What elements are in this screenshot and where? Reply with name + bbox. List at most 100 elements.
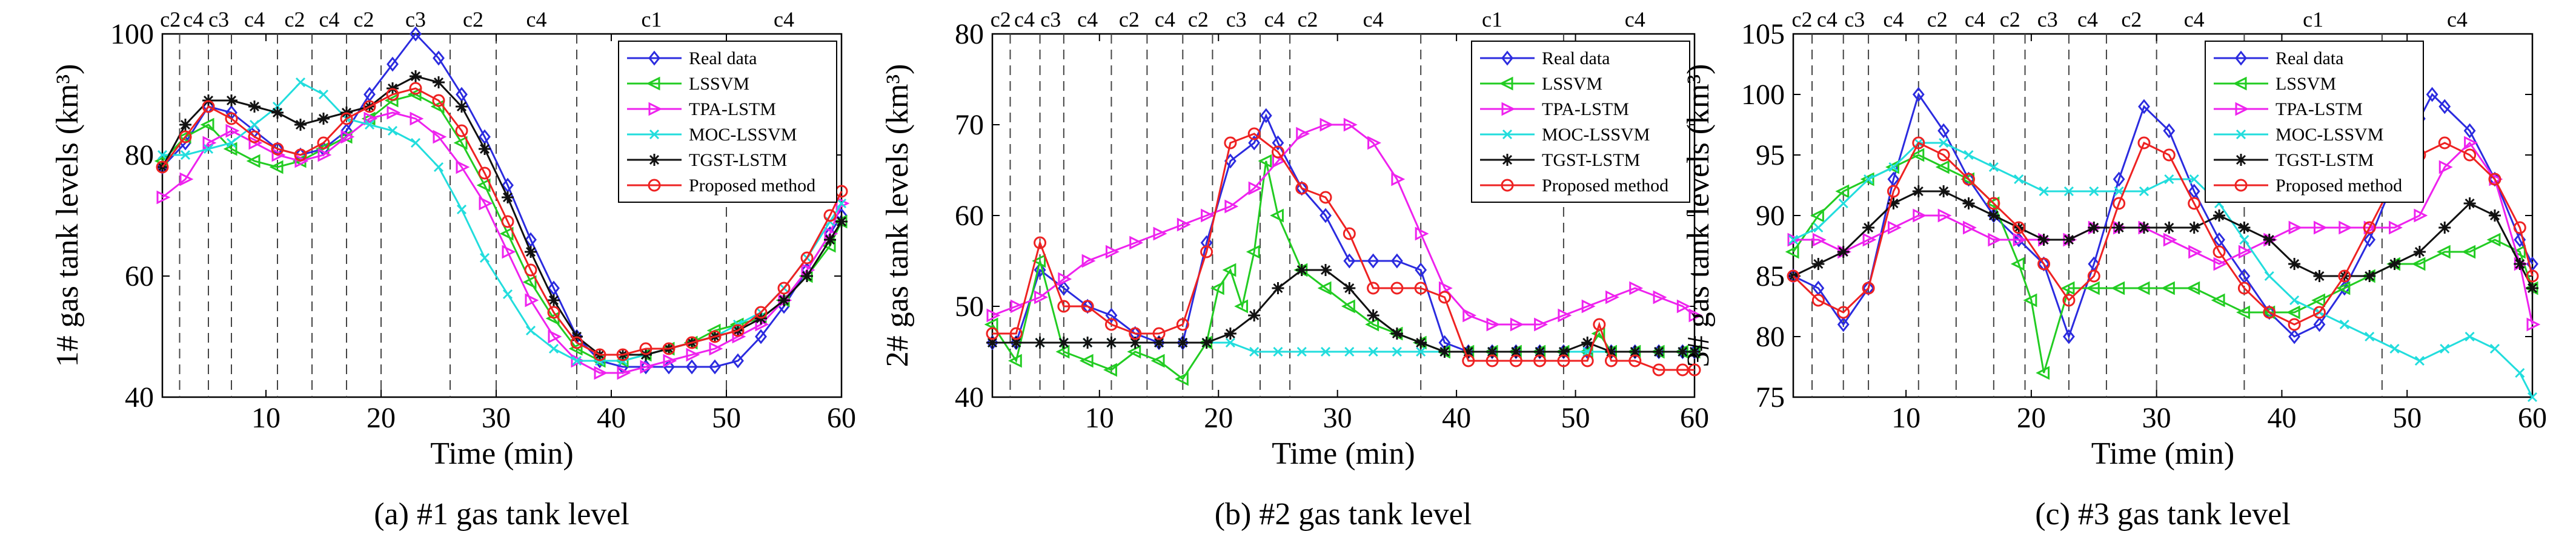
data-point-lssvm [1007,354,1022,368]
data-point-tgst-lstm [2037,234,2050,246]
data-point-tgst-lstm [2062,234,2075,246]
data-point-lssvm [2111,281,2125,295]
phase-label: c3 [1226,7,1247,31]
data-point-proposed-method [1937,148,1950,162]
phase-label: c2 [2121,7,2142,31]
chart-caption: (b) #2 gas tank level [1215,497,1472,532]
data-point-tpa-lstm [1272,154,1286,168]
data-point-lssvm [2436,245,2451,259]
y-tick-label: 80 [955,18,984,50]
data-point-tpa-lstm [2438,160,2453,174]
legend-item-lssvm: LSSVM [1480,74,1602,94]
data-point-proposed-method [1837,306,1850,319]
data-point-lssvm [453,136,468,150]
data-point-moc-lssvm [2465,331,2475,342]
data-point-lssvm [2336,281,2351,295]
data-point-lssvm [2286,305,2300,320]
x-tick-label: 60 [827,402,856,434]
data-point-real-data [433,50,445,66]
y-axis-label: 3# gas tank levels (km³) [1681,64,1716,367]
data-point-proposed-method [2526,269,2539,283]
data-point-tgst-lstm [456,100,468,113]
data-point-moc-lssvm [2039,186,2049,197]
data-point-tpa-lstm [571,354,585,368]
data-point-tpa-lstm [2213,257,2228,271]
data-point-proposed-method [1390,282,1404,295]
y-tick-label: 60 [125,260,154,292]
data-point-tgst-lstm [2238,222,2251,234]
data-point-tpa-lstm [1558,308,1572,323]
data-point-proposed-method [1176,318,1189,331]
data-point-proposed-method [1862,282,1875,295]
data-point-tpa-lstm [663,354,677,368]
legend-item-tpa-lstm: TPA-LSTM [1480,99,1629,119]
data-point-tgst-lstm [271,107,284,119]
legend-marker [646,76,660,91]
data-point-moc-lssvm [1964,150,1974,160]
data-point-tpa-lstm [548,329,562,344]
data-point-lssvm [1317,281,1332,295]
data-point-proposed-method [1604,354,1618,367]
data-point-tgst-lstm [1105,337,1118,349]
data-point-proposed-method [294,148,307,162]
data-point-tgst-lstm [824,234,836,246]
legend-marker [649,129,660,140]
data-point-tpa-lstm [594,366,608,380]
data-point-tgst-lstm [433,76,445,88]
legend: Real data LSSVM TPA-LSTM MOC-LSSVM TGST-LSTM… [2205,41,2424,203]
data-point-tgst-lstm [2263,234,2276,246]
x-tick-label: 20 [1204,402,1233,434]
legend-marker [2235,102,2249,116]
data-point-moc-lssvm [1939,137,1949,148]
legend-marker [648,179,661,192]
data-point-lssvm [1055,344,1070,359]
phase-label: c4 [1883,7,1904,31]
legend-label: LSSVM [1542,74,1602,94]
data-point-tpa-lstm [2464,136,2478,150]
data-point-tpa-lstm [1415,226,1429,241]
data-point-tgst-lstm [2488,209,2501,222]
data-point-lssvm [269,160,284,174]
data-point-proposed-method [2087,269,2100,283]
x-axis-label: Time (min) [430,436,573,471]
data-point-proposed-method [1224,136,1237,150]
data-point-proposed-method [524,263,537,277]
data-point-proposed-method [1414,282,1427,295]
data-point-lssvm [2186,281,2200,295]
series-tgst-lstm [1787,185,2538,294]
data-point-lssvm [1365,317,1379,332]
legend-label: TPA-LSTM [2276,99,2363,119]
data-point-proposed-method [478,166,491,180]
data-point-tgst-lstm [2438,222,2451,234]
data-point-moc-lssvm [180,150,191,160]
data-point-moc-lssvm [2264,271,2274,282]
phase-label: c4 [1155,7,1175,31]
data-point-tgst-lstm [1653,346,1665,358]
data-point-moc-lssvm [525,325,536,336]
legend-marker [1499,76,1513,91]
x-tick-label: 10 [251,402,281,434]
phase-label: c4 [526,7,547,31]
data-point-tgst-lstm [1415,337,1427,349]
data-point-lssvm [1222,263,1237,277]
data-point-proposed-method [409,82,422,95]
data-point-tgst-lstm [801,270,813,282]
data-point-tgst-lstm [1812,258,1825,270]
legend: Real data LSSVM TPA-LSTM MOC-LSSVM TGST-LSTM… [618,41,837,203]
legend-marker [1501,50,1513,66]
legend-item-proposed-method: Proposed method [2214,176,2402,196]
data-point-tgst-lstm [1581,337,1594,349]
data-point-lssvm [2311,293,2325,308]
data-point-proposed-method [1271,145,1284,159]
y-tick-label: 40 [125,381,154,413]
data-point-real-data [1260,108,1272,123]
data-point-proposed-method [455,124,468,137]
data-point-lssvm [246,154,261,168]
legend-marker [2234,179,2248,192]
data-point-proposed-method [1688,363,1701,377]
data-point-tgst-lstm [479,143,491,155]
data-point-proposed-method [432,94,445,107]
